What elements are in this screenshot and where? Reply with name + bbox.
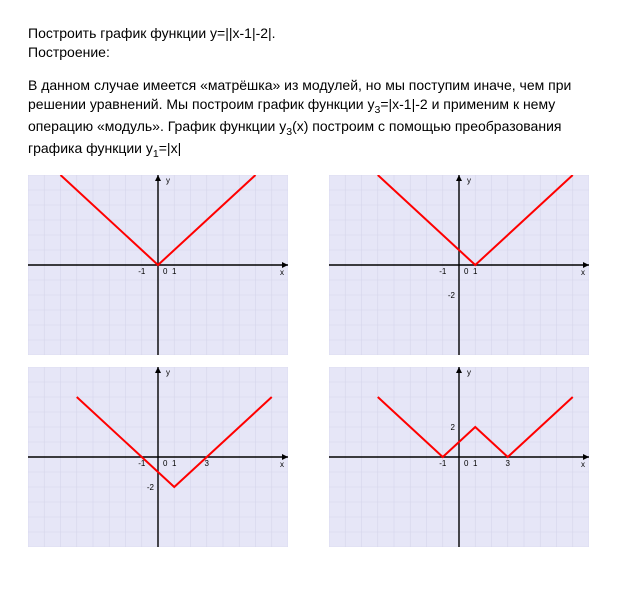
chart-1: x y 01 -1 [28,175,288,355]
svg-text:x: x [581,268,585,277]
svg-text:0: 0 [163,459,168,468]
svg-text:-2: -2 [448,291,456,300]
explanation-paragraph: В данном случае имеется «матрёшка» из мо… [28,76,612,161]
svg-text:-1: -1 [439,267,447,276]
svg-text:2: 2 [451,423,456,432]
svg-text:1: 1 [473,459,478,468]
svg-text:y: y [467,176,471,185]
svg-text:y: y [166,176,170,185]
title-text: Построить график функции y=||x-1|-2|. [28,25,276,41]
svg-text:x: x [280,460,284,469]
svg-text:3: 3 [205,459,210,468]
svg-text:y: y [467,368,471,377]
problem-title: Построить график функции y=||x-1|-2|. По… [28,24,612,62]
charts-grid: xy01-1 xy01-1-2 xy01-13-2 xy01-123 [28,175,612,547]
chart-2: x y 01 -1 -2 [329,175,589,355]
svg-text:3: 3 [506,459,511,468]
svg-text:0: 0 [464,267,469,276]
svg-text:x: x [581,460,585,469]
svg-text:1: 1 [473,267,478,276]
svg-text:-1: -1 [138,267,146,276]
svg-text:0: 0 [464,459,469,468]
svg-text:-2: -2 [147,483,155,492]
subtitle-text: Построение: [28,44,110,60]
svg-text:1: 1 [172,267,177,276]
chart-4: x y 01 -1 2 3 [329,367,589,547]
svg-text:0: 0 [163,267,168,276]
svg-text:y: y [166,368,170,377]
svg-text:x: x [280,268,284,277]
chart-3: xy01-13-2 [28,367,288,547]
svg-text:-1: -1 [439,459,447,468]
svg-text:1: 1 [172,459,177,468]
